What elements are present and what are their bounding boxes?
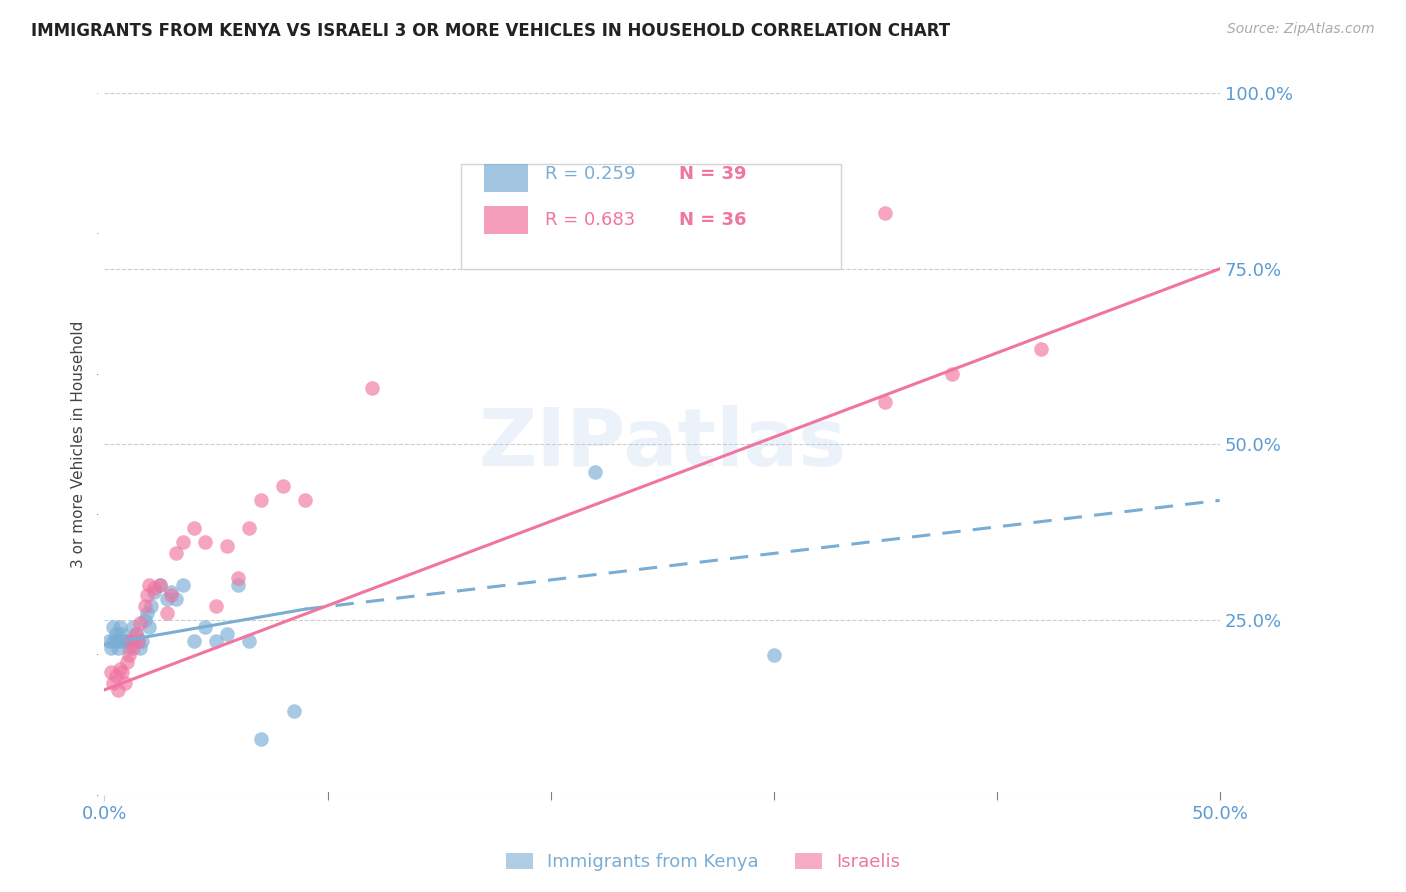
Point [271,479,294,493]
Point [156,591,179,606]
Text: N = 36: N = 36 [679,211,747,228]
Point [100,665,122,680]
Point [103,620,125,634]
Point [122,620,145,634]
Point [115,633,138,648]
Point [134,613,156,627]
Point [249,731,271,746]
Point [583,465,606,479]
Point [108,633,131,648]
Point [217,626,239,640]
Point [361,381,384,395]
Text: IMMIGRANTS FROM KENYA VS ISRAELI 3 OR MORE VEHICLES IN HOUSEHOLD CORRELATION CHA: IMMIGRANTS FROM KENYA VS ISRAELI 3 OR MO… [31,22,950,40]
Point [108,662,131,676]
Point [104,669,127,683]
Point [165,591,187,606]
Point [183,633,205,648]
Point [183,521,205,535]
Point [238,521,260,535]
Point [172,577,194,591]
Point [120,633,142,648]
Point [134,599,156,613]
Point [141,599,163,613]
Bar [484,206,529,234]
Point [194,620,217,634]
Point [172,535,194,549]
Point [120,633,142,648]
Point [111,665,134,680]
Point [100,640,122,655]
Point [107,640,129,655]
Point [103,633,125,648]
Point [127,633,149,648]
Point [104,633,127,648]
Point [149,577,172,591]
Point [114,675,136,690]
Point [125,626,148,640]
Point [160,584,183,599]
Y-axis label: 3 or more Vehicles in Household: 3 or more Vehicles in Household [72,320,86,568]
Point [249,493,271,508]
Point [283,704,305,718]
Point [138,620,160,634]
FancyBboxPatch shape [461,163,841,268]
Point [165,546,187,560]
Point [142,584,165,599]
Point [129,640,152,655]
Point [149,577,172,591]
Point [118,648,141,662]
Text: R = 0.683: R = 0.683 [546,211,636,228]
Point [122,640,145,655]
Point [205,633,228,648]
Point [142,581,165,595]
Point [217,539,239,553]
Point [205,599,228,613]
Point [127,633,149,648]
Point [129,616,152,631]
Point [875,395,897,409]
Text: Source: ZipAtlas.com: Source: ZipAtlas.com [1227,22,1375,37]
Point [125,626,148,640]
Point [104,626,127,640]
Point [941,367,963,381]
Point [1031,343,1053,357]
Point [238,633,260,648]
Point [160,588,183,602]
Point [108,620,131,634]
Legend: Immigrants from Kenya, Israelis: Immigrants from Kenya, Israelis [498,846,908,879]
Point [226,577,249,591]
Point [103,675,125,690]
Point [875,205,897,219]
Point [111,626,134,640]
Point [294,493,316,508]
Point [156,606,179,620]
Point [194,535,217,549]
Point [135,588,157,602]
Point [762,648,785,662]
Point [118,640,141,655]
Point [114,633,136,648]
Bar [484,163,529,192]
Point [97,633,120,648]
Text: R = 0.259: R = 0.259 [546,165,636,183]
Point [138,577,160,591]
Point [226,570,249,584]
Point [115,655,138,669]
Text: N = 39: N = 39 [679,165,747,183]
Text: ZIPatlas: ZIPatlas [478,405,846,483]
Point [135,606,157,620]
Point [131,633,153,648]
Point [107,682,129,697]
